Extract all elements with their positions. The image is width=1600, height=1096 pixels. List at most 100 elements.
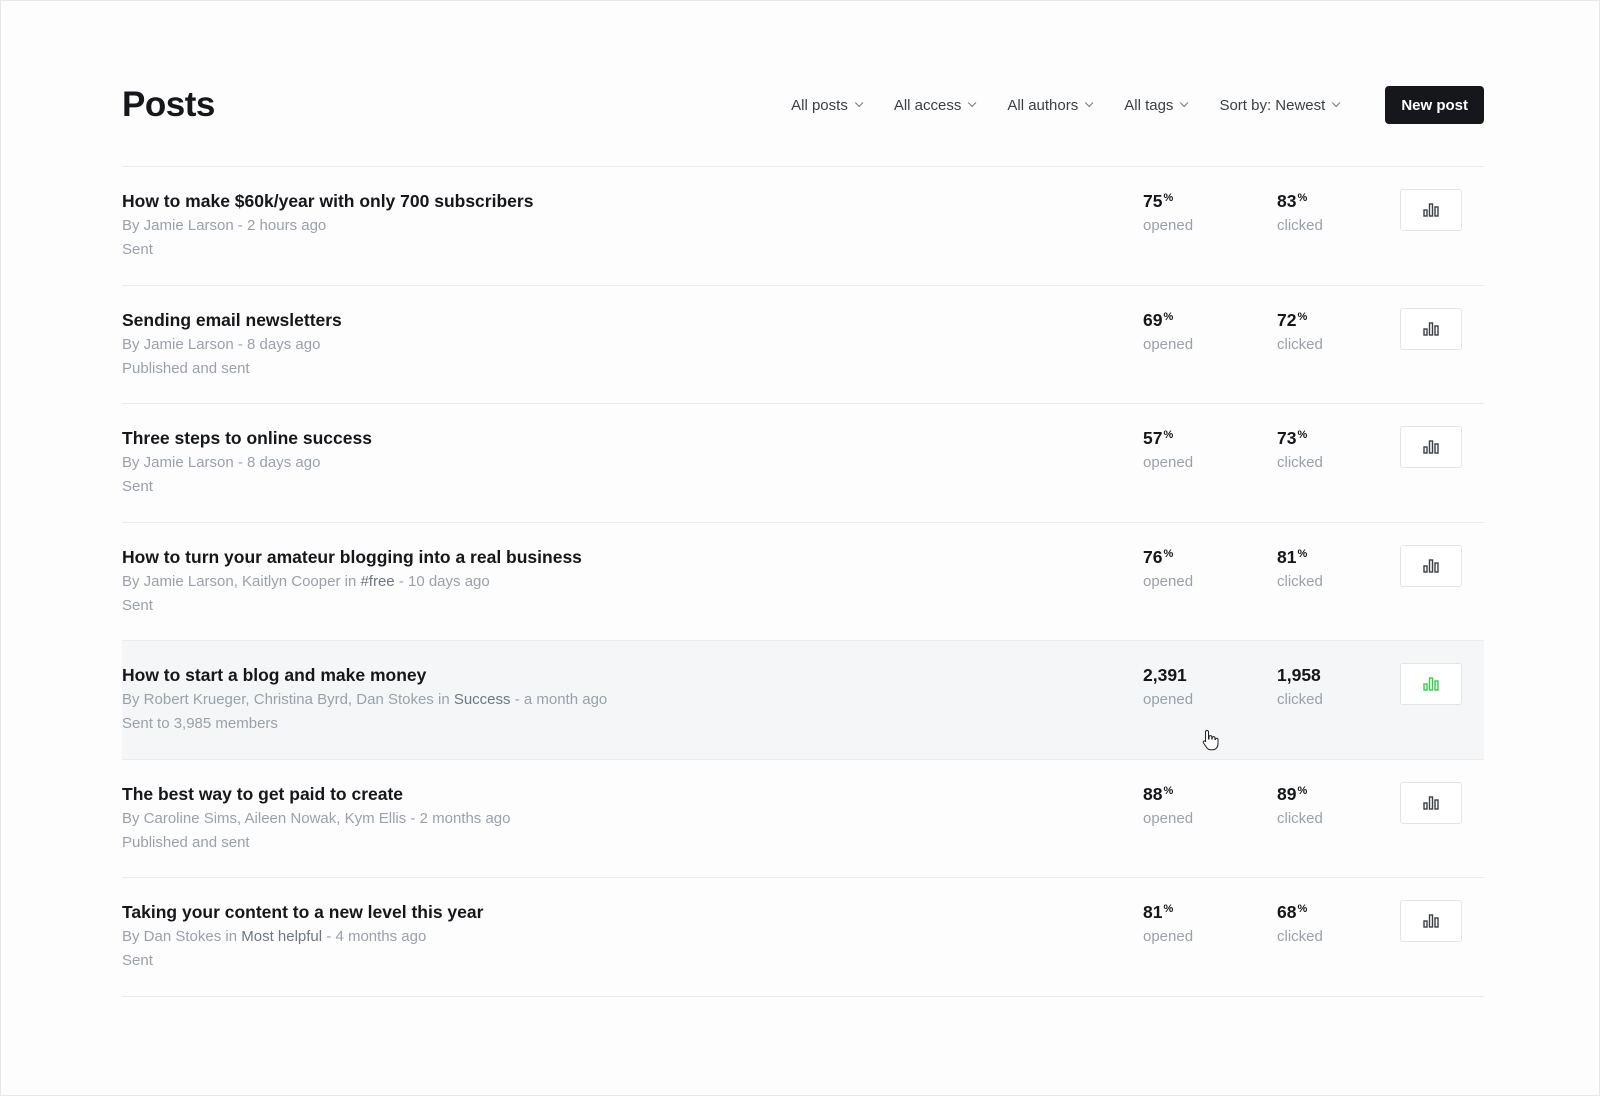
analytics-button[interactable] xyxy=(1400,544,1462,587)
filter-tags-dropdown[interactable]: All tags xyxy=(1124,96,1189,114)
page-header: Posts All posts All access All authors A… xyxy=(122,80,1484,130)
opened-unit: % xyxy=(1163,192,1174,204)
post-authors: By Robert Krueger, Christina Byrd, Dan S… xyxy=(122,691,434,708)
post-authors: By Jamie Larson, Kaitlyn Cooper xyxy=(122,572,341,590)
analytics-button[interactable] xyxy=(1400,900,1462,942)
post-row[interactable]: The best way to get paid to create By Ca… xyxy=(122,760,1484,878)
post-title[interactable]: How to turn your amateur blogging into a… xyxy=(122,546,582,567)
post-title[interactable]: How to start a blog and make money xyxy=(122,665,427,685)
clicked-unit: % xyxy=(1297,429,1308,441)
post-meta: By Jamie Larson - 2 hours ago xyxy=(122,217,326,234)
post-row[interactable]: Taking your content to a new level this … xyxy=(122,878,1484,997)
filter-label: All tags xyxy=(1124,96,1174,114)
clicked-unit: % xyxy=(1297,192,1308,204)
opened-stat: 57% opened xyxy=(1143,428,1193,471)
post-authors: By Jamie Larson xyxy=(122,217,234,234)
filter-label: Sort by: Newest xyxy=(1219,96,1326,114)
post-meta: By Dan Stokes in Most helpful - 4 months… xyxy=(122,928,426,945)
post-title[interactable]: How to make $60k/year with only 700 subs… xyxy=(122,191,534,211)
post-status: Sent xyxy=(122,478,153,495)
post-status: Sent xyxy=(122,952,153,969)
post-status: Published and sent xyxy=(122,359,250,377)
analytics-button[interactable] xyxy=(1400,781,1462,824)
clicked-label: clicked xyxy=(1277,691,1323,708)
bar-chart-icon xyxy=(1423,203,1439,217)
opened-label: opened xyxy=(1143,335,1194,353)
clicked-value: 72 xyxy=(1277,309,1297,330)
post-title[interactable]: The best way to get paid to create xyxy=(122,783,404,804)
opened-label: opened xyxy=(1143,217,1194,234)
post-row[interactable]: How to start a blog and make money By Ro… xyxy=(122,641,1484,760)
new-post-button[interactable]: New post xyxy=(1385,86,1484,124)
clicked-stat: 89% clicked xyxy=(1277,784,1323,827)
post-status: Published and sent xyxy=(122,833,250,851)
analytics-button[interactable] xyxy=(1400,663,1462,705)
clicked-label: clicked xyxy=(1277,928,1323,945)
opened-value: 57 xyxy=(1143,428,1163,448)
post-row[interactable]: Three steps to online success By Jamie L… xyxy=(122,404,1484,523)
clicked-value: 83 xyxy=(1277,191,1297,211)
clicked-unit: % xyxy=(1297,547,1308,560)
meta-in: in xyxy=(340,572,361,590)
clicked-label: clicked xyxy=(1277,809,1323,827)
opened-label: opened xyxy=(1143,572,1194,590)
clicked-unit: % xyxy=(1297,903,1308,915)
opened-value: 81 xyxy=(1143,902,1163,922)
post-authors: By Jamie Larson xyxy=(122,335,234,353)
opened-stat: 69% opened xyxy=(1143,310,1193,353)
analytics-button[interactable] xyxy=(1400,189,1462,231)
post-status: Sent xyxy=(122,596,153,614)
analytics-button[interactable] xyxy=(1400,426,1462,468)
opened-value: 75 xyxy=(1143,191,1163,211)
opened-stat: 75% opened xyxy=(1143,191,1193,234)
post-title[interactable]: Taking your content to a new level this … xyxy=(122,902,484,922)
post-meta: By Caroline Sims, Aileen Nowak, Kym Elli… xyxy=(122,810,511,827)
opened-unit: % xyxy=(1163,310,1174,323)
post-tag[interactable]: Most helpful xyxy=(241,928,323,945)
clicked-stat: 73% clicked xyxy=(1277,428,1323,471)
post-list: How to make $60k/year with only 700 subs… xyxy=(122,166,1484,997)
filter-access-dropdown[interactable]: All access xyxy=(893,96,977,114)
post-meta: By Jamie Larson - 8 days ago xyxy=(122,454,320,471)
clicked-label: clicked xyxy=(1277,572,1323,590)
chevron-down-icon xyxy=(968,98,977,108)
filter-posts-dropdown[interactable]: All posts xyxy=(791,97,864,114)
clicked-unit: % xyxy=(1297,310,1308,323)
post-time: - 8 days ago xyxy=(233,335,321,353)
opened-stat: 88% opened xyxy=(1143,784,1193,827)
post-title[interactable]: Three steps to online success xyxy=(122,428,372,448)
hand-cursor-icon xyxy=(1202,729,1219,751)
post-time: - a month ago xyxy=(510,691,608,708)
analytics-button[interactable] xyxy=(1400,307,1462,350)
clicked-value: 68 xyxy=(1277,902,1297,922)
post-row[interactable]: Sending email newsletters By Jamie Larso… xyxy=(122,286,1484,404)
post-tag[interactable]: Success xyxy=(453,691,511,708)
post-title[interactable]: Sending email newsletters xyxy=(122,309,342,330)
clicked-value: 1,958 xyxy=(1277,665,1321,685)
bar-chart-icon xyxy=(1423,321,1439,336)
opened-label: opened xyxy=(1143,691,1194,708)
post-time: - 8 days ago xyxy=(233,454,321,471)
bar-chart-icon xyxy=(1423,677,1439,691)
post-row[interactable]: How to make $60k/year with only 700 subs… xyxy=(122,167,1484,286)
sort-dropdown[interactable]: Sort by: Newest xyxy=(1219,96,1341,114)
post-row[interactable]: How to turn your amateur blogging into a… xyxy=(122,523,1484,641)
opened-unit: % xyxy=(1163,429,1174,441)
post-tag[interactable]: #free xyxy=(360,572,395,590)
opened-stat: 76% opened xyxy=(1143,547,1193,590)
filter-label: All access xyxy=(893,96,962,114)
opened-value: 76 xyxy=(1143,546,1163,567)
opened-unit: % xyxy=(1163,903,1174,915)
meta-in: in xyxy=(221,928,242,945)
filter-label: All authors xyxy=(1007,96,1079,114)
post-time: - 2 hours ago xyxy=(233,217,327,234)
opened-label: opened xyxy=(1143,809,1194,827)
filter-authors-dropdown[interactable]: All authors xyxy=(1007,96,1094,114)
post-time: - 10 days ago xyxy=(394,572,490,590)
post-time: - 4 months ago xyxy=(322,928,427,945)
clicked-value: 81 xyxy=(1277,546,1297,567)
opened-label: opened xyxy=(1143,454,1194,471)
opened-unit: % xyxy=(1163,547,1174,560)
opened-unit: % xyxy=(1163,784,1174,797)
opened-value: 69 xyxy=(1143,309,1163,330)
